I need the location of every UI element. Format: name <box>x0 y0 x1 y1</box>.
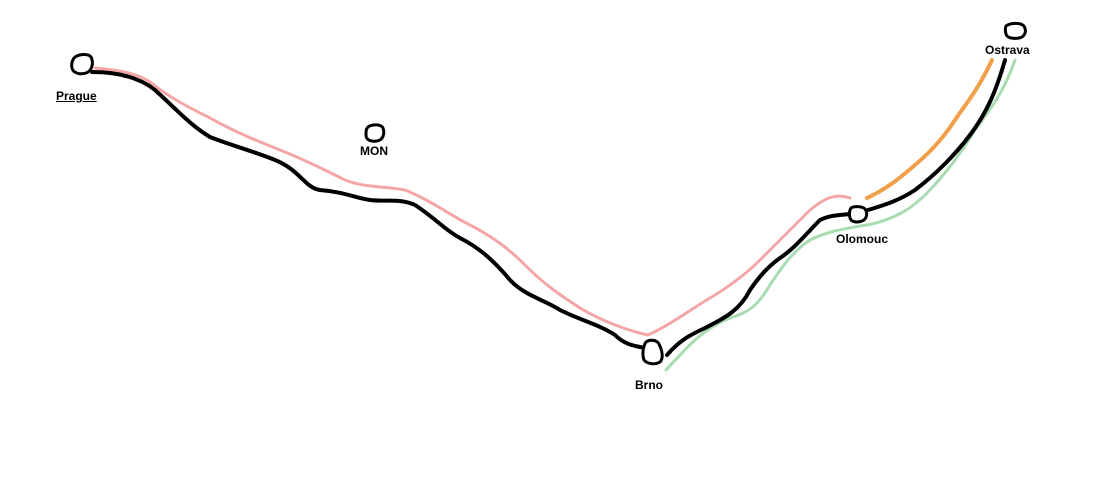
main-route-line <box>90 58 1007 357</box>
city-label-brno: Brno <box>635 378 663 392</box>
brno-node-icon[interactable] <box>641 338 664 366</box>
city-label-prague: Prague <box>56 89 97 103</box>
city-label-mon: MON <box>360 144 388 158</box>
city-label-olomouc: Olomouc <box>836 232 889 246</box>
mon-node-icon[interactable] <box>364 123 386 143</box>
city-label-ostrava: Ostrava <box>985 43 1030 57</box>
ostrava-node-icon[interactable] <box>1003 21 1027 40</box>
pink-route-line <box>93 66 852 337</box>
orange-route-line <box>865 58 994 200</box>
prague-node-icon[interactable] <box>70 53 94 76</box>
olomouc-node-icon[interactable] <box>847 205 869 224</box>
